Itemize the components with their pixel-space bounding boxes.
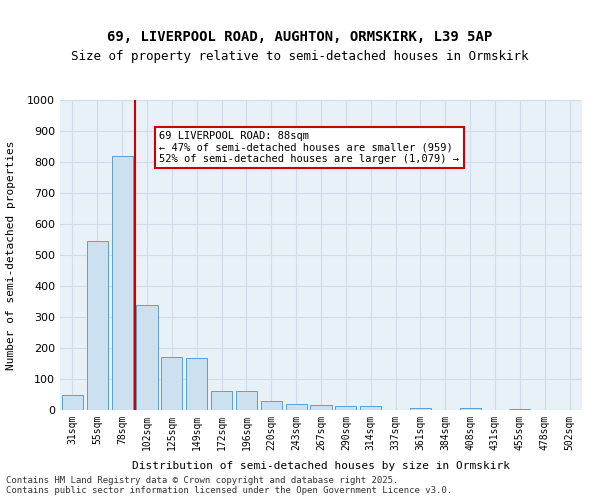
Bar (261, 400, 282, 410)
Bar (161, 358, 182, 410)
Bar (62, 394, 83, 410)
Bar (460, 408, 481, 410)
Bar (410, 408, 431, 410)
Y-axis label: Number of semi-detached properties: Number of semi-detached properties (6, 140, 16, 370)
Text: 69, LIVERPOOL ROAD, AUGHTON, ORMSKIRK, L39 5AP: 69, LIVERPOOL ROAD, AUGHTON, ORMSKIRK, L… (107, 30, 493, 44)
Bar (236, 391, 257, 410)
Bar (112, 156, 133, 410)
Bar (509, 409, 530, 410)
Text: Size of property relative to semi-detached houses in Ormskirk: Size of property relative to semi-detach… (71, 50, 529, 63)
Bar (211, 391, 232, 410)
X-axis label: Distribution of semi-detached houses by size in Ormskirk: Distribution of semi-detached houses by … (132, 461, 510, 471)
Bar (186, 358, 207, 410)
Bar (360, 406, 381, 410)
Text: Contains HM Land Registry data © Crown copyright and database right 2025.
Contai: Contains HM Land Registry data © Crown c… (6, 476, 452, 495)
Bar (136, 304, 158, 410)
Bar (335, 406, 356, 410)
Bar (286, 404, 307, 410)
Text: 69 LIVERPOOL ROAD: 88sqm
← 47% of semi-detached houses are smaller (959)
52% of : 69 LIVERPOOL ROAD: 88sqm ← 47% of semi-d… (160, 131, 460, 164)
Bar (310, 406, 332, 410)
Bar (87, 241, 108, 410)
